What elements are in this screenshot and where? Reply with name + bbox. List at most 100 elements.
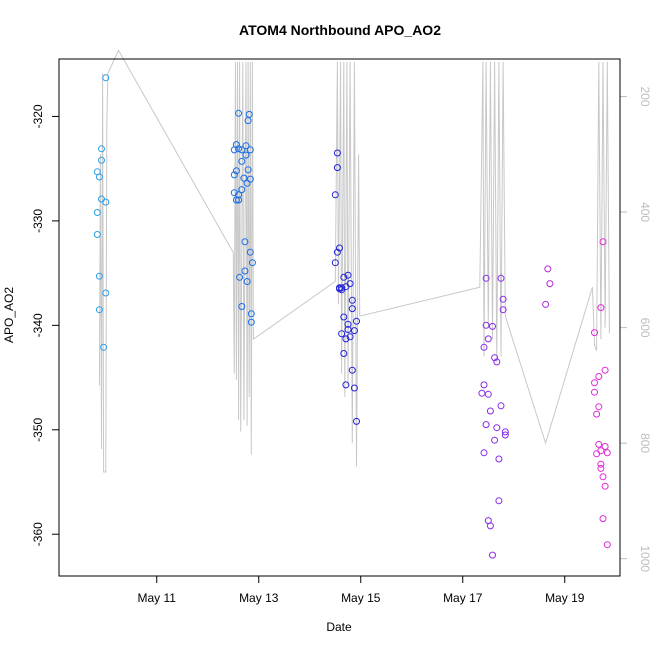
data-point	[346, 280, 354, 288]
data-point	[232, 141, 240, 149]
data-point	[497, 402, 505, 410]
y2-tick-label: 200	[638, 86, 650, 106]
data-point	[491, 354, 499, 362]
data-point	[544, 265, 552, 273]
data-point	[484, 390, 492, 398]
y2-tick-label: 1000	[638, 545, 650, 572]
data-point	[100, 343, 108, 351]
data-point	[591, 379, 598, 387]
data-point	[340, 350, 348, 357]
data-point	[597, 447, 605, 455]
data-point	[348, 305, 356, 313]
data-point	[601, 482, 609, 490]
data-point	[599, 473, 607, 481]
data-point	[244, 166, 252, 174]
data-point	[495, 455, 503, 463]
data-point	[238, 157, 246, 165]
data-point	[102, 198, 110, 206]
y-tick-label: -350	[31, 417, 45, 441]
data-point	[489, 551, 496, 559]
y-tick-label: -360	[31, 522, 45, 546]
data-point	[236, 273, 244, 281]
data-point	[493, 358, 501, 366]
data-point	[480, 343, 488, 351]
secondary-series-line	[98, 49, 610, 473]
data-point	[342, 381, 350, 389]
data-point	[499, 295, 507, 303]
data-point	[482, 421, 490, 429]
y-tick-label: -340	[31, 313, 45, 337]
data-point	[243, 278, 251, 285]
data-point	[93, 231, 101, 238]
data-point	[331, 259, 339, 267]
data-point	[340, 273, 348, 281]
data-point	[603, 541, 611, 549]
data-point	[242, 142, 250, 150]
y2-tick-label: 400	[638, 202, 650, 222]
data-point	[593, 410, 601, 418]
y2-tick-label: 800	[638, 433, 650, 453]
data-point	[230, 189, 238, 197]
data-point	[501, 428, 509, 436]
data-point	[591, 329, 598, 337]
data-point	[499, 306, 507, 314]
data-point	[93, 209, 101, 216]
data-point	[495, 497, 503, 505]
data-point	[493, 424, 501, 432]
data-point	[597, 464, 605, 472]
data-point	[601, 443, 609, 450]
data-point	[603, 449, 611, 457]
data-point	[484, 335, 492, 343]
x-tick-label: May 13	[239, 591, 279, 605]
data-point	[599, 238, 607, 246]
data-point	[246, 175, 254, 183]
data-point	[546, 280, 554, 288]
data-point	[336, 244, 343, 252]
data-point	[235, 145, 243, 153]
data-point	[595, 373, 603, 380]
data-point	[491, 436, 499, 444]
data-point	[346, 333, 354, 341]
data-point	[241, 267, 249, 275]
x-axis-title: Date	[326, 620, 352, 634]
data-point	[333, 149, 341, 157]
chart-title: ATOM4 Northbound APO_AO2	[239, 22, 441, 38]
y-tick-label: -330	[31, 209, 45, 233]
data-point	[246, 248, 254, 256]
data-point	[542, 300, 550, 308]
data-point	[342, 335, 350, 343]
data-point	[338, 330, 346, 338]
data-point	[353, 417, 360, 425]
data-point	[238, 146, 246, 154]
data-point	[344, 326, 352, 333]
data-point	[338, 284, 346, 292]
data-point	[230, 171, 238, 179]
data-point	[95, 272, 103, 280]
data-point	[102, 74, 110, 82]
data-point	[350, 327, 358, 335]
data-point	[348, 366, 356, 374]
data-point	[246, 146, 254, 154]
x-tick-label: May 19	[545, 591, 585, 605]
data-point	[340, 313, 348, 321]
data-point	[344, 320, 352, 328]
data-point	[235, 191, 243, 199]
secondary-line-layer	[98, 49, 610, 473]
data-point	[597, 460, 605, 468]
y-tick-label: -320	[31, 104, 45, 128]
data-point	[248, 259, 256, 267]
data-point	[482, 321, 490, 329]
data-point	[480, 449, 488, 457]
data-point	[597, 304, 605, 312]
data-point	[478, 389, 486, 397]
data-point	[333, 164, 341, 172]
x-tick-label: May 15	[341, 591, 381, 605]
x-tick-label: May 11	[138, 591, 177, 605]
data-point	[601, 366, 609, 374]
data-point	[591, 388, 598, 396]
data-point	[98, 156, 105, 164]
points-layer	[93, 74, 611, 559]
data-point	[331, 191, 339, 199]
y2-tick-label: 600	[638, 318, 650, 338]
